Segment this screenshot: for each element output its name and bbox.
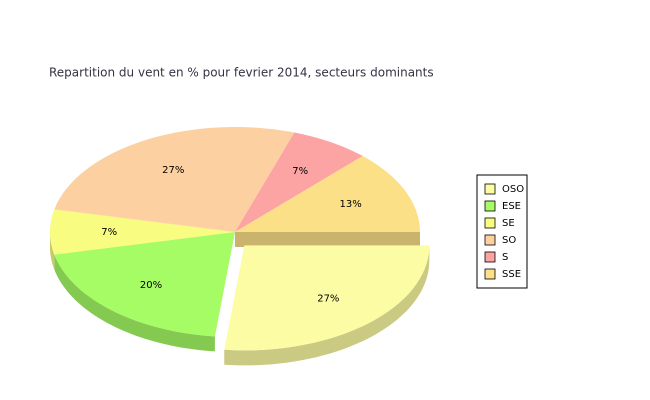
legend-label: ESE: [502, 201, 521, 212]
chart-title: Repartition du vent en % pour fevrier 20…: [49, 66, 434, 80]
pie-slice: [235, 132, 363, 232]
legend-swatch: [484, 217, 496, 229]
legend-label: SO: [502, 235, 516, 246]
legend-swatch: [484, 200, 496, 212]
value-label: 13%: [340, 199, 362, 210]
pie-slice: [224, 245, 430, 351]
legend-swatch: [484, 183, 496, 195]
slice-side: [224, 245, 430, 366]
legend-label: SE: [502, 218, 515, 229]
value-label: 27%: [317, 294, 339, 305]
legend-swatch: [484, 251, 496, 263]
legend-label: OSO: [502, 184, 524, 195]
value-label: 7%: [292, 166, 308, 177]
pie-slice: [54, 232, 236, 337]
value-label: 20%: [140, 280, 162, 291]
legend-swatch: [484, 268, 496, 280]
pie-slice: [50, 209, 235, 255]
legend-label: SSE: [502, 269, 521, 280]
legend-label: S: [502, 252, 508, 263]
legend-swatch: [484, 234, 496, 246]
slice-cut: [235, 232, 420, 247]
pie-slice: [54, 127, 295, 232]
value-label: 7%: [101, 227, 117, 238]
slice-side: [50, 232, 55, 270]
pie-slice: [235, 156, 420, 232]
slice-side: [54, 254, 215, 352]
value-label: 27%: [162, 165, 184, 176]
